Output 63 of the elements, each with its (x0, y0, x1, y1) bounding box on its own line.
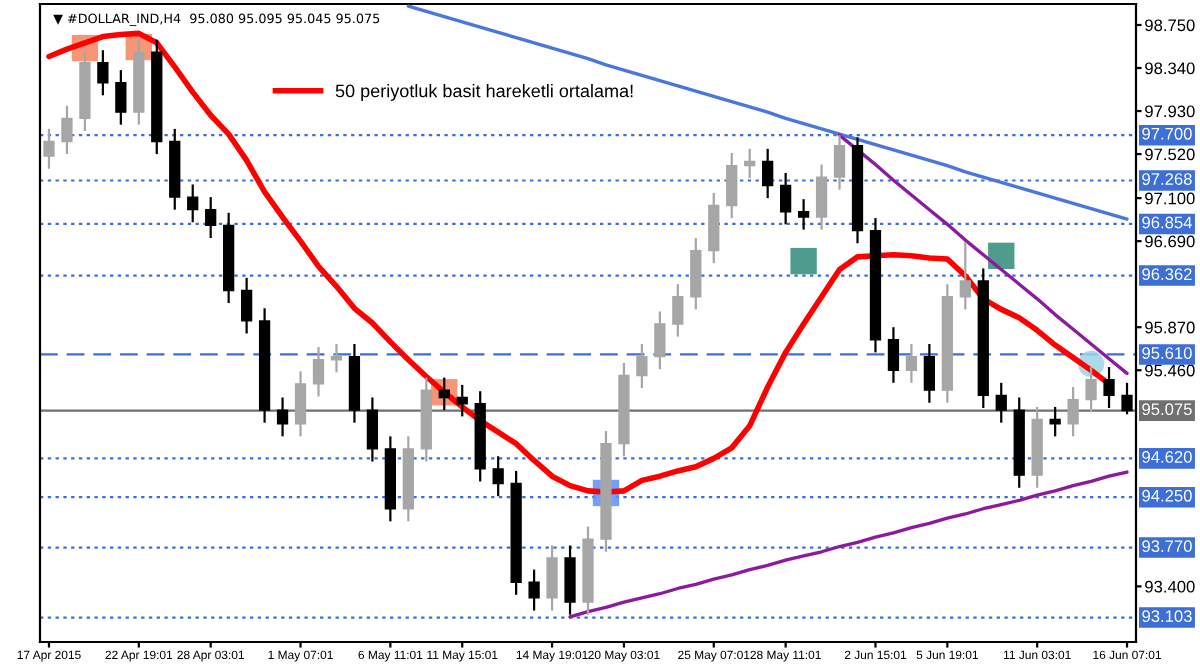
y-tick-label: 96.690 (1145, 235, 1195, 248)
candlestick (726, 151, 738, 220)
y-tick-label: 98.340 (1145, 62, 1195, 75)
candlestick (797, 198, 810, 231)
ref-line-label: 97.700 (1142, 127, 1192, 140)
candlestick (528, 568, 540, 612)
candlestick (115, 69, 127, 126)
candlestick (780, 171, 792, 226)
candlestick (744, 147, 756, 180)
candlestick (1067, 385, 1079, 438)
candlestick (1085, 365, 1097, 414)
candlestick (187, 183, 199, 224)
y-tick-label: 97.100 (1145, 192, 1195, 205)
point (790, 247, 817, 275)
candlestick (330, 342, 343, 374)
candlestick (905, 342, 918, 384)
candlestick (366, 396, 379, 463)
candlestick (636, 342, 648, 390)
candlestick (923, 342, 936, 404)
ref-line-label: 94.620 (1142, 451, 1192, 463)
candlestick (276, 396, 289, 438)
ref-line-label: 95.610 (1142, 347, 1192, 359)
y-tick-label: 93.400 (1145, 580, 1195, 593)
y-tick-label: 97.930 (1145, 105, 1195, 118)
ref-line-label: 93.103 (1142, 610, 1192, 623)
candlestick (564, 544, 576, 616)
candlestick (492, 455, 504, 498)
y-tick-label: 95.460 (1145, 364, 1195, 377)
candlestick (690, 236, 702, 311)
candlestick (456, 383, 468, 418)
candlestick (312, 346, 325, 398)
candlestick (995, 381, 1007, 424)
candlestick (205, 195, 217, 240)
ref-line-label: 96.854 (1142, 216, 1192, 229)
candlestick (708, 191, 720, 265)
ref-line-label: 94.250 (1142, 489, 1192, 502)
candlestick (654, 310, 666, 371)
y-tick-label: 98.750 (1145, 19, 1195, 32)
candlestick (959, 241, 971, 311)
ref-line-label: 93.770 (1142, 540, 1192, 553)
candlestick (438, 376, 450, 412)
candlestick (240, 276, 253, 335)
ref-line-label: 97.268 (1142, 173, 1192, 185)
candlestick (762, 147, 774, 200)
candlestick (546, 544, 558, 612)
line-series (568, 470, 1129, 619)
candlestick (97, 49, 109, 97)
candlestick (294, 370, 307, 438)
candlestick (43, 127, 55, 170)
candlestick (815, 163, 828, 231)
candlestick (672, 283, 684, 338)
y-tick-label: 97.520 (1145, 148, 1195, 161)
candlestick (833, 134, 846, 191)
legend-label: 50 periyotluk basit hareketli ortalama! (335, 84, 633, 101)
candlestick (61, 104, 73, 156)
y-tick-label: 95.870 (1145, 321, 1195, 334)
ref-line-label: 96.362 (1142, 268, 1192, 281)
candlestick (887, 326, 900, 384)
candlestick (1103, 365, 1115, 410)
candlestick (1049, 405, 1061, 438)
line-series (837, 133, 1129, 376)
point (988, 242, 1015, 270)
ref-line-label: 95.075 (1142, 403, 1192, 416)
